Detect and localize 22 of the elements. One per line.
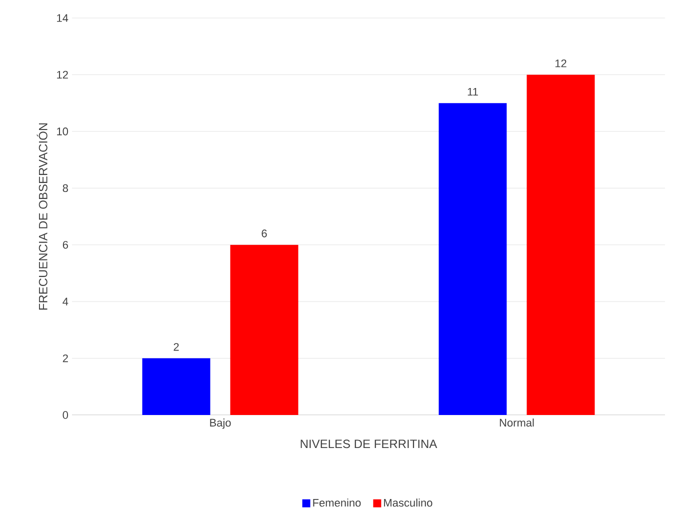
y-tick-label: 10 [57,128,68,136]
data-label: 6 [262,230,267,238]
y-tick-label: 0 [62,411,68,419]
y-tick-label: 8 [62,184,68,192]
y-tick-label: 4 [62,298,68,306]
legend-label: Femenino [313,498,361,507]
x-axis-title: NIVELES DE FERRITINA [300,440,438,448]
x-tick-label: Normal [500,418,534,427]
legend-label: Masculino [384,498,432,507]
y-axis-title: FRECUENCIA DE OBSERVACIÓN [36,123,48,310]
y-tick-label: 2 [62,354,68,362]
y-tick-label: 12 [57,70,68,79]
bar [230,244,298,415]
y-tick-label: 6 [62,240,68,249]
x-tick-label: Bajo [210,418,231,429]
data-label: 2 [174,343,179,351]
bar [438,103,507,415]
bar [142,358,210,415]
data-label: 12 [555,60,566,68]
bar [526,74,595,415]
data-label: 11 [468,88,478,96]
y-tick-label: 14 [57,14,68,22]
